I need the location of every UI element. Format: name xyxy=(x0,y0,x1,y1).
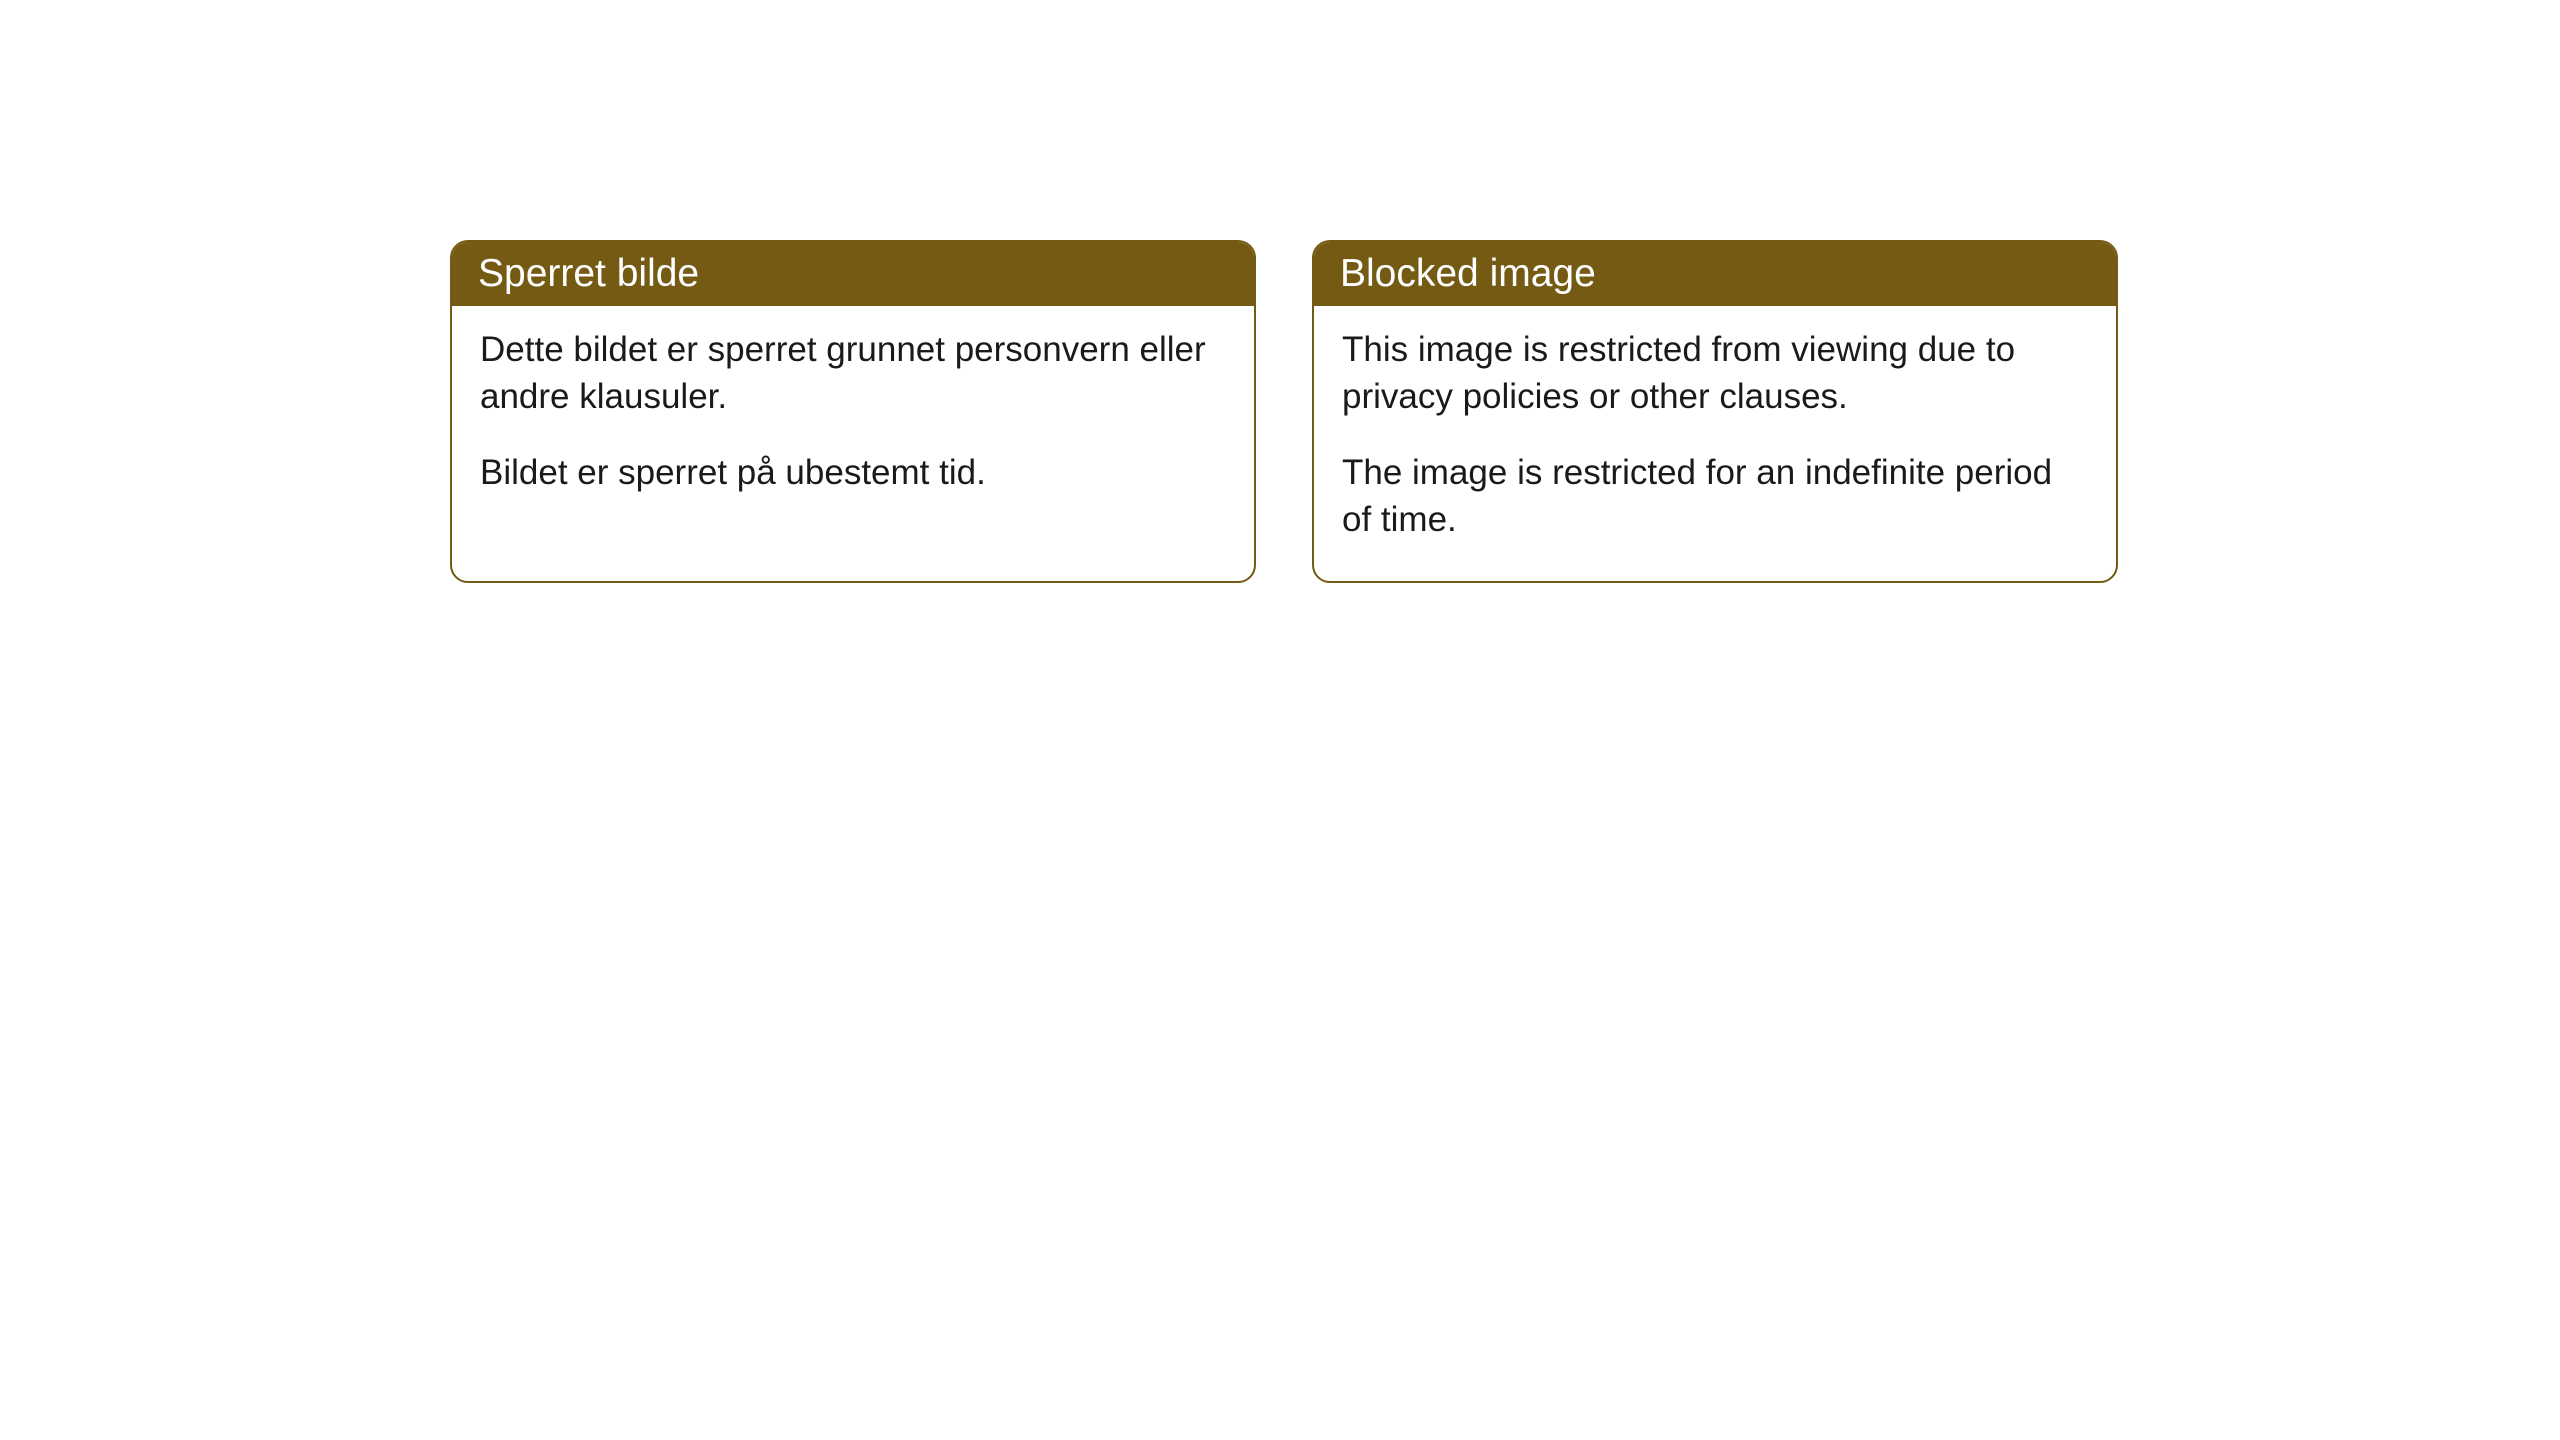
card-title: Sperret bilde xyxy=(478,252,699,295)
card-paragraph: The image is restricted for an indefinit… xyxy=(1342,449,2088,544)
blocked-image-card-norwegian: Sperret bilde Dette bildet er sperret gr… xyxy=(450,240,1256,583)
card-paragraph: This image is restricted from viewing du… xyxy=(1342,326,2088,421)
card-header-norwegian: Sperret bilde xyxy=(452,242,1254,306)
cards-container: Sperret bilde Dette bildet er sperret gr… xyxy=(450,240,2118,583)
card-title: Blocked image xyxy=(1340,252,1596,295)
blocked-image-card-english: Blocked image This image is restricted f… xyxy=(1312,240,2118,583)
card-paragraph: Bildet er sperret på ubestemt tid. xyxy=(480,449,1226,496)
card-paragraph: Dette bildet er sperret grunnet personve… xyxy=(480,326,1226,421)
card-header-english: Blocked image xyxy=(1314,242,2116,306)
card-body-norwegian: Dette bildet er sperret grunnet personve… xyxy=(452,306,1254,534)
card-body-english: This image is restricted from viewing du… xyxy=(1314,306,2116,581)
